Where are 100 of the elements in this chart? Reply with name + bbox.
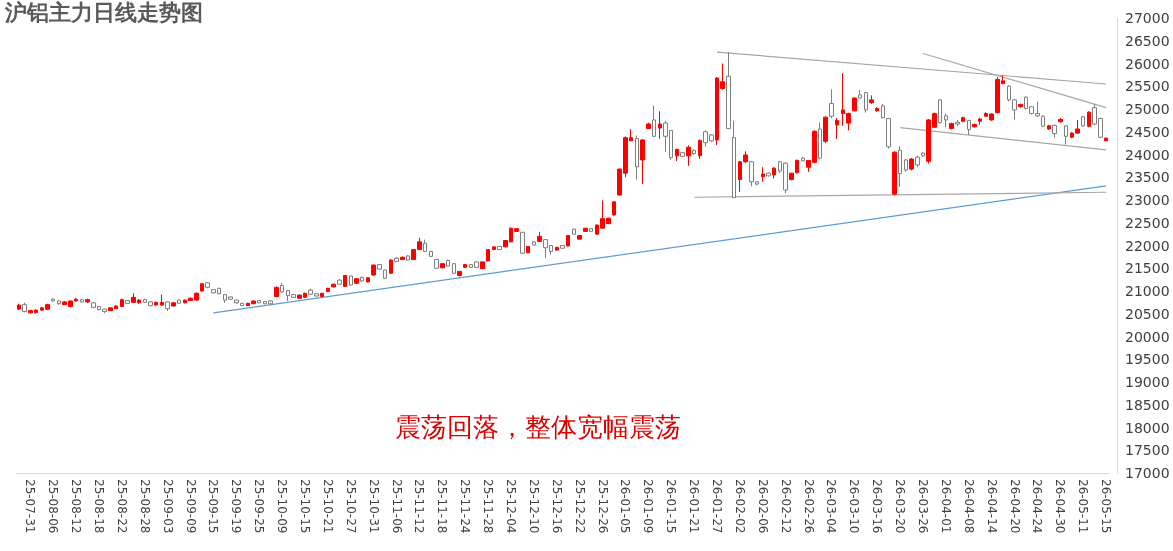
y-tick-label: 22500 [1125, 214, 1170, 231]
candlestick [583, 227, 588, 233]
candlestick [257, 299, 261, 304]
candlestick [823, 115, 828, 144]
x-tick-label: 25-12-16 [549, 479, 564, 534]
candlestick [463, 263, 467, 269]
candlestick [761, 166, 765, 183]
candlestick [331, 283, 336, 288]
x-tick-label: 26-05-11 [1076, 479, 1091, 534]
x-tick-label: 25-11-28 [481, 479, 496, 534]
candlestick [532, 240, 536, 246]
y-tick-label: 25500 [1125, 78, 1170, 95]
x-tick-label: 25-12-26 [595, 479, 610, 534]
x-tick-label: 26-02-02 [732, 479, 747, 534]
y-tick-label: 25000 [1125, 101, 1170, 117]
y-tick-label: 18500 [1125, 396, 1170, 413]
x-tick-label: 25-09-19 [229, 479, 244, 534]
x-tick-label: 25-12-10 [526, 479, 541, 534]
annotation: 震荡回落，整体宽幅震荡 [395, 412, 681, 442]
candlestick [1018, 103, 1023, 109]
candlestick [1081, 115, 1085, 128]
x-tick-label: 26-04-30 [1053, 479, 1068, 534]
candlestick [492, 245, 496, 251]
candlestick [572, 228, 576, 236]
candlestick [869, 94, 874, 105]
x-tick-label: 26-03-26 [916, 479, 931, 534]
x-tick-label: 26-02-26 [801, 479, 816, 534]
candlestick [320, 292, 324, 298]
candlestick [429, 250, 433, 258]
candlestick [349, 275, 353, 287]
x-tick-label: 25-09-09 [183, 479, 198, 534]
candlestick [944, 113, 948, 128]
candlestick [680, 151, 685, 158]
candlestick [1087, 110, 1091, 128]
candlestick [1104, 137, 1108, 142]
candlestick [967, 119, 971, 136]
y-tick-label: 24000 [1125, 146, 1170, 163]
x-tick-label: 25-09-15 [206, 479, 221, 534]
candlestick [881, 103, 885, 120]
candlestick [1058, 117, 1063, 124]
candlestick [921, 151, 925, 158]
x-tick-label: 26-01-21 [687, 479, 702, 534]
x-tick-label: 25-11-12 [412, 479, 427, 534]
candlestick [1052, 123, 1057, 139]
candlestick [80, 298, 84, 303]
y-tick-label: 20500 [1125, 305, 1170, 322]
candlestick [520, 231, 525, 255]
candlestick [789, 172, 794, 181]
x-tick-label: 26-02-06 [755, 479, 770, 534]
candlestick [612, 200, 616, 216]
candlestick [961, 116, 965, 123]
candlestick [177, 299, 181, 305]
candlestick [886, 117, 891, 150]
candlestick [125, 299, 130, 305]
y-tick-label: 23500 [1125, 169, 1170, 186]
x-tick-label: 25-10-21 [320, 479, 335, 534]
candlestick [17, 303, 21, 311]
candlestick [795, 159, 799, 175]
candlestick [354, 277, 359, 285]
y-tick-label: 21500 [1125, 260, 1170, 277]
y-tick-label: 26500 [1125, 32, 1170, 49]
candlestick [274, 285, 279, 298]
candlestick [446, 259, 450, 267]
candlestick [915, 154, 920, 168]
candlestick [526, 245, 530, 254]
candlestick [686, 144, 691, 167]
x-tick-label: 26-01-05 [618, 479, 633, 534]
candlestick [423, 239, 427, 253]
x-tick-label: 25-08-06 [46, 479, 61, 534]
candlestick [949, 122, 954, 130]
candlestick [692, 149, 696, 156]
candlestick [366, 276, 370, 283]
candlestick [658, 110, 662, 140]
y-tick-label: 23000 [1125, 192, 1170, 208]
candlestick [360, 275, 364, 283]
x-tick-label: 26-02-12 [778, 479, 793, 534]
candlestick [858, 89, 862, 100]
x-tick-label: 25-09-03 [160, 479, 175, 534]
x-tick-label: 26-04-01 [938, 479, 953, 534]
candlestick [835, 117, 839, 140]
candlestick [772, 166, 776, 180]
candlestick [400, 255, 405, 261]
candlestick [577, 234, 582, 241]
candlestick [22, 302, 27, 313]
candlestick [280, 282, 284, 294]
x-tick-label: 25-08-12 [69, 479, 84, 534]
candlestick [904, 158, 908, 173]
candlestick [457, 270, 462, 277]
candlestick [652, 104, 656, 138]
x-tick-label: 25-10-27 [343, 479, 358, 534]
candlestick [955, 119, 960, 127]
candlestick [205, 281, 210, 289]
candlestick [801, 156, 805, 162]
candlestick [440, 262, 445, 269]
x-tick-label: 25-07-31 [23, 479, 38, 534]
candlestick [434, 258, 439, 270]
candlestick [537, 231, 542, 243]
candlestick [852, 96, 857, 112]
candlestick [389, 258, 393, 275]
candlestick [555, 246, 559, 252]
